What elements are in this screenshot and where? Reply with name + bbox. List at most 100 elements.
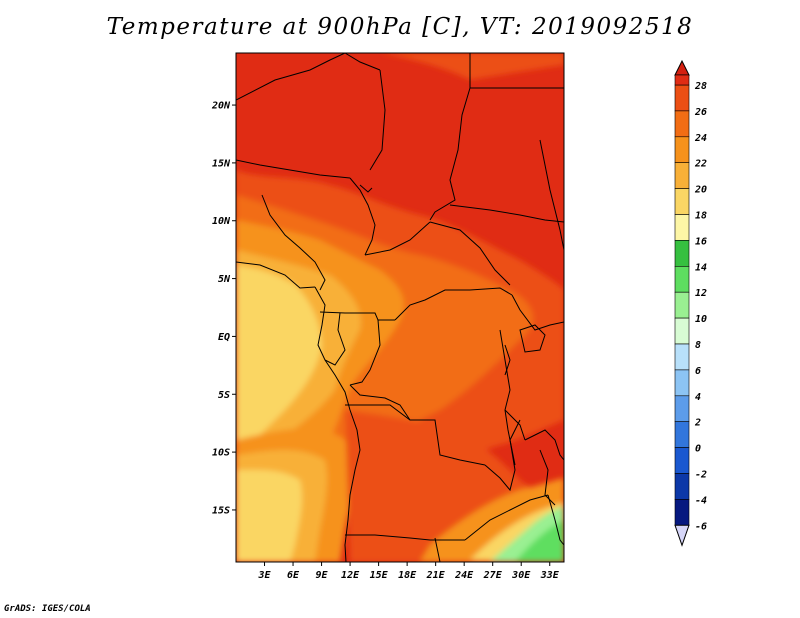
colorbar-label: 6 (695, 366, 701, 377)
border-cameroon-chad (349, 177, 376, 256)
band-south-pale (236, 469, 303, 562)
border-car-drc (394, 287, 513, 321)
colorbar-label: 14 (695, 262, 707, 273)
lat-tick-label: 5N (218, 274, 231, 285)
border-namibia-botswana (434, 537, 441, 562)
colorbar-label: 22 (694, 159, 707, 170)
border-drc-uganda-rwanda (499, 329, 526, 441)
border-tanzania (524, 429, 564, 461)
border-coast-westafrica (236, 261, 316, 289)
border-cameroon-congo (319, 311, 395, 321)
border-chad-sudan (429, 87, 471, 221)
border-drc-zambia (484, 419, 521, 492)
lon-tick-label: 6E (287, 570, 300, 581)
colorbar-label: 8 (695, 340, 701, 351)
lon-tick-label: 15E (370, 570, 389, 581)
colorbar-label: -6 (695, 521, 707, 532)
band-pale (236, 265, 322, 455)
lat-tick-label: 20N (211, 101, 231, 112)
colorbar-segment (674, 110, 690, 138)
border-car-sudan (429, 221, 511, 286)
border-drc-angola-north (349, 384, 411, 421)
colorbar-label: -2 (695, 470, 707, 481)
lat-tick-label: 5S (218, 390, 230, 401)
border-drc-angola (345, 404, 486, 466)
lon-tick-label: 3E (257, 570, 271, 581)
lat-tick-label: 10N (212, 216, 231, 227)
band-southeast-dark-green (515, 520, 564, 562)
border-lake-tanganyika (504, 409, 516, 466)
border-nigeria-cameroon (261, 194, 326, 291)
colorbar-label: 20 (694, 185, 707, 196)
border-malawi (539, 449, 556, 506)
border-gabon (324, 312, 346, 366)
border-angola-namibia (345, 534, 465, 541)
border-zambia-zimbabwe (464, 494, 549, 541)
colorbar-label: 26 (694, 107, 707, 118)
colorbar-segment (674, 343, 690, 371)
border-mozambique (547, 494, 564, 546)
border-coast-gulf (314, 286, 351, 411)
longitude-axis: 3E 6E 9E 12E 15E 18E 21E 24E 27E 30E 33E (257, 562, 560, 581)
country-borders (236, 53, 564, 562)
border-uganda-kenya (511, 294, 564, 331)
colorbar-label: 24 (694, 133, 707, 144)
colorbar-segment (674, 214, 690, 241)
colorbar-label: 16 (695, 236, 707, 247)
lon-tick-label: 9E (316, 570, 329, 581)
border-libya-chad (369, 69, 386, 171)
lat-tick-label: 10S (212, 448, 230, 459)
colorbar-segment (674, 473, 690, 500)
colorbar-segment (674, 317, 690, 345)
border-sudan-ss (449, 204, 564, 223)
lat-tick-label: EQ (218, 332, 230, 343)
border-lake-albert (504, 344, 511, 376)
lon-tick-label: 30E (511, 570, 531, 581)
border-congo-drc (349, 319, 381, 386)
colorbar-label: 2 (694, 418, 701, 429)
lon-tick-label: 21E (426, 570, 446, 581)
lon-tick-label: 12E (341, 570, 360, 581)
lon-tick-label: 24E (454, 570, 474, 581)
colorbar-segment (674, 369, 690, 397)
border-coast-angola (344, 409, 361, 562)
temperature-field (236, 53, 564, 562)
lon-tick-label: 33E (540, 570, 560, 581)
colorbar-over-arrow (674, 59, 690, 76)
colorbar-label: -4 (695, 495, 707, 506)
lat-tick-label: 15N (212, 158, 231, 169)
lon-tick-label: 18E (398, 570, 417, 581)
colorbar-label: 18 (695, 211, 707, 222)
colorbar-label: 4 (695, 392, 701, 403)
colorbar-segment (674, 136, 690, 164)
colorbar-segment (674, 84, 690, 112)
border-lake-victoria (519, 324, 546, 353)
colorbar-segment (674, 421, 690, 448)
colorbar-segment (674, 188, 690, 215)
border-niger-nigeria (236, 159, 351, 179)
border-ethiopia (539, 139, 564, 251)
colorbar-segment (674, 162, 690, 189)
colorbar-segment (674, 447, 690, 474)
lat-tick-label: 15S (212, 505, 230, 516)
grads-credit: GrADS: IGES/COLA (4, 604, 91, 614)
colorbar-label: 10 (695, 314, 707, 325)
latitude-axis: 20N 15N 10N 5N EQ 5S 10S 15S (211, 101, 236, 516)
border-nile-chad-lake (359, 184, 373, 193)
colorbar-segment (674, 395, 690, 422)
colorbar-segment (674, 291, 690, 319)
colorbar-label: 28 (694, 81, 707, 92)
band-sahara-warm (380, 53, 564, 80)
colorbar-segment (674, 265, 690, 293)
border-algeria-niger (236, 53, 346, 101)
map-title: Temperature at 900hPa [C], VT: 201909251… (106, 14, 694, 40)
border-chad-car (364, 221, 431, 256)
colorbar-under-arrow (674, 524, 690, 547)
colorbar-segment (674, 240, 690, 267)
colorbar-segment (674, 74, 690, 86)
colorbar-label: 12 (695, 288, 707, 299)
map-frame (235, 52, 565, 563)
border-niger-libya (344, 53, 381, 71)
